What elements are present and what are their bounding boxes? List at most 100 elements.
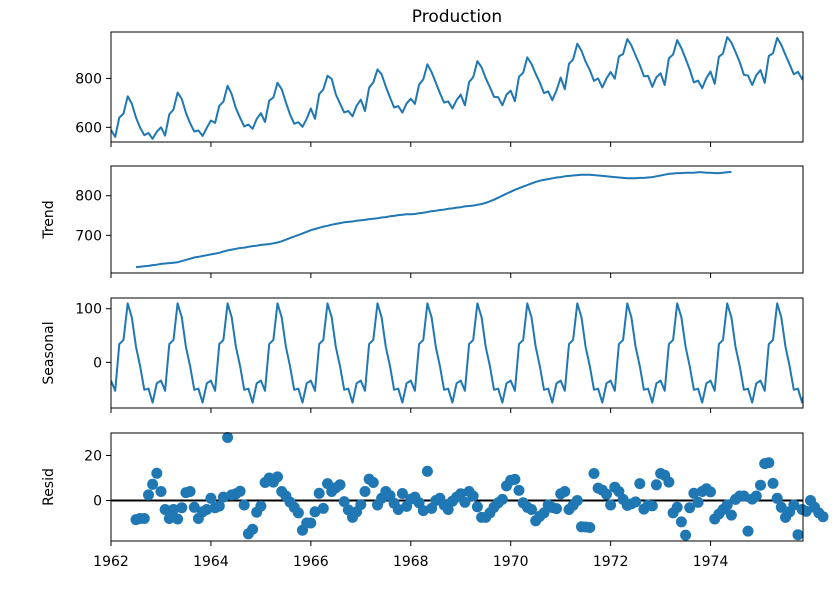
resid-point <box>763 457 775 469</box>
resid-point <box>188 501 200 513</box>
resid-point <box>750 490 762 502</box>
resid-point <box>305 517 317 529</box>
resid-point <box>355 499 367 511</box>
y-tick-label: 700 <box>75 228 102 244</box>
resid-point <box>392 504 404 515</box>
y-tick-label: 800 <box>75 71 102 87</box>
resid-point <box>471 501 483 513</box>
x-tick-label: 1974 <box>693 554 729 570</box>
resid-point <box>138 513 150 524</box>
resid-point <box>338 496 350 508</box>
y-axis-label: Seasonal <box>41 321 57 384</box>
resid-point <box>459 496 471 508</box>
resid-point <box>680 529 692 541</box>
resid-point <box>800 505 812 517</box>
panel-seasonal: 0 100 Seasonal <box>41 297 804 413</box>
axes-frame <box>110 165 804 274</box>
y-tick-label: 0 <box>93 355 102 371</box>
resid-point <box>272 471 283 483</box>
resid-point <box>213 500 225 512</box>
resid-point <box>168 504 179 515</box>
resid-point <box>334 479 346 491</box>
resid-point <box>159 504 171 515</box>
resid-point <box>234 485 246 497</box>
resid-point <box>151 467 163 479</box>
y-tick-label: 600 <box>75 120 102 136</box>
panel-resid: 0 20 1962 1964 1966 1968 1970 1972 1974 Resid <box>41 432 829 570</box>
resid-point <box>255 500 267 512</box>
resid-point <box>650 479 662 491</box>
resid-point <box>201 504 213 515</box>
chart-title: Production <box>412 7 502 27</box>
resid-point <box>147 478 159 490</box>
resid-point <box>421 465 433 477</box>
seasonal-line <box>111 302 803 404</box>
resid-point <box>705 486 716 498</box>
resid-point <box>238 499 250 511</box>
resid-point <box>663 476 675 488</box>
y-tick-label: 20 <box>84 449 102 465</box>
resid-point <box>559 486 571 497</box>
resid-point <box>467 490 479 502</box>
resid-point <box>163 513 175 524</box>
x-tick-label: 1966 <box>293 554 329 570</box>
x-tick-label: 1962 <box>93 554 129 570</box>
y-axis-label: Resid <box>41 468 57 506</box>
resid-point <box>738 490 750 502</box>
y-tick-label: 800 <box>75 189 102 205</box>
resid-point <box>646 500 658 512</box>
resid-point <box>526 504 537 515</box>
trend-line <box>135 170 732 269</box>
x-tick-label: 1968 <box>393 554 429 570</box>
resid-point <box>292 507 304 519</box>
resid-point <box>601 488 612 500</box>
resid-point <box>184 486 196 497</box>
resid-point <box>721 499 733 511</box>
x-tick-label: 1970 <box>493 554 529 570</box>
resid-point <box>692 496 704 508</box>
resid-point <box>788 499 800 511</box>
axes-frame <box>110 31 804 143</box>
resid-point <box>143 489 154 501</box>
resid-point <box>309 506 321 518</box>
panel-trend: 700 800 Trend <box>41 165 804 278</box>
observed-line <box>111 36 803 140</box>
x-tick-label: 1972 <box>593 554 629 570</box>
resid-point <box>442 504 454 515</box>
axes-frame <box>110 432 804 542</box>
resid-point <box>359 486 371 497</box>
resid-point <box>684 502 696 514</box>
resid-point <box>247 523 259 535</box>
resid-point <box>509 473 521 485</box>
resid-point <box>630 496 642 508</box>
resid-point <box>742 525 754 537</box>
resid-point <box>222 432 234 443</box>
resid-point <box>513 484 525 496</box>
resid-point <box>455 488 467 500</box>
y-tick-label: 0 <box>93 494 102 510</box>
resid-point <box>317 502 329 514</box>
resid-point <box>688 487 700 499</box>
panel-observed: 600 800 <box>75 31 804 147</box>
resid-point <box>396 488 408 499</box>
resid-point <box>634 478 646 490</box>
resid-point <box>771 492 783 504</box>
resid-point <box>217 491 229 503</box>
resid-point <box>367 477 379 488</box>
resid-point <box>571 495 583 506</box>
resid-point <box>675 516 687 528</box>
y-axis-label: Trend <box>41 200 57 239</box>
resid-point <box>767 477 779 489</box>
resid-point <box>588 468 600 479</box>
resid-point <box>755 479 766 491</box>
resid-point <box>775 501 787 513</box>
resid-point <box>313 487 325 499</box>
resid-point <box>496 493 508 505</box>
axes-frame <box>110 297 804 409</box>
x-tick-label: 1964 <box>193 554 229 570</box>
resid-point <box>817 511 829 523</box>
resid-point <box>584 522 596 533</box>
resid-points <box>130 432 829 541</box>
resid-point <box>551 503 562 515</box>
